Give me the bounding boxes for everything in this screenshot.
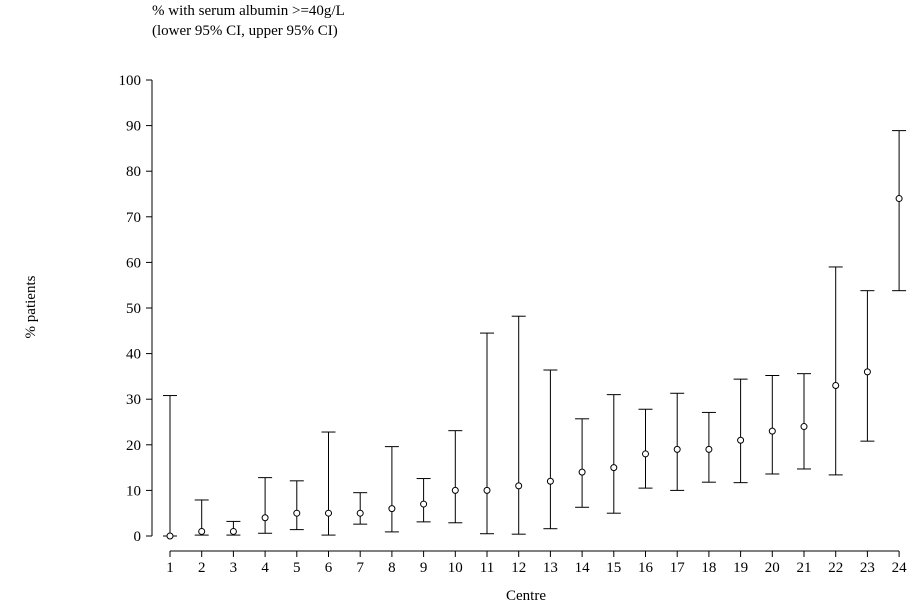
y-tick-label: 70 bbox=[126, 210, 141, 226]
x-tick-label: 13 bbox=[543, 560, 558, 576]
x-tick-label: 9 bbox=[420, 560, 428, 576]
chart-title: % with serum albumin >=40g/L bbox=[152, 3, 345, 19]
x-tick-label: 15 bbox=[606, 560, 621, 576]
data-point bbox=[293, 509, 301, 517]
data-marks bbox=[163, 130, 907, 540]
data-point bbox=[673, 445, 681, 453]
data-point bbox=[705, 445, 713, 453]
x-tick-label: 18 bbox=[701, 560, 716, 576]
data-point bbox=[229, 527, 237, 535]
data-point bbox=[832, 382, 840, 390]
data-point bbox=[737, 436, 745, 444]
data-point bbox=[356, 509, 364, 517]
x-tick-label: 21 bbox=[797, 560, 812, 576]
x-tick-label: 5 bbox=[293, 560, 301, 576]
data-point bbox=[863, 368, 871, 376]
data-point bbox=[388, 505, 396, 513]
x-tick-label: 3 bbox=[230, 560, 238, 576]
x-tick-label: 6 bbox=[325, 560, 333, 576]
y-tick-label: 100 bbox=[119, 73, 142, 89]
x-tick-label: 4 bbox=[261, 560, 269, 576]
x-tick-label: 19 bbox=[733, 560, 748, 576]
x-tick-label: 24 bbox=[892, 560, 907, 576]
y-tick-label: 60 bbox=[126, 255, 141, 271]
x-tick-label: 7 bbox=[356, 560, 364, 576]
x-tick-label: 17 bbox=[670, 560, 686, 576]
data-point bbox=[198, 527, 206, 535]
data-point bbox=[768, 427, 776, 435]
x-tick-label: 22 bbox=[828, 560, 843, 576]
x-tick-label: 8 bbox=[388, 560, 396, 576]
data-point bbox=[166, 532, 174, 540]
y-axis-label: % patients bbox=[23, 275, 39, 338]
y-tick-label: 10 bbox=[126, 483, 141, 499]
x-tick-label: 14 bbox=[575, 560, 591, 576]
x-tick-label: 10 bbox=[448, 560, 463, 576]
data-point bbox=[800, 423, 808, 431]
x-axis-label: Centre bbox=[506, 588, 546, 604]
x-tick-label: 1 bbox=[166, 560, 174, 576]
data-point bbox=[546, 477, 554, 485]
x-tick-label: 12 bbox=[511, 560, 526, 576]
x-tick-label: 2 bbox=[198, 560, 206, 576]
x-tick-label: 20 bbox=[765, 560, 780, 576]
data-point bbox=[642, 450, 649, 458]
data-point bbox=[261, 514, 269, 522]
data-point bbox=[578, 468, 586, 476]
data-point bbox=[895, 195, 903, 203]
y-tick-label: 20 bbox=[126, 438, 141, 454]
y-tick-label: 0 bbox=[134, 529, 142, 545]
data-point bbox=[483, 486, 491, 494]
chart-subtitle: (lower 95% CI, upper 95% CI) bbox=[152, 23, 338, 39]
x-tick-label: 16 bbox=[638, 560, 654, 576]
data-point bbox=[515, 482, 523, 490]
y-tick-label: 40 bbox=[126, 347, 141, 363]
x-tick-label: 23 bbox=[860, 560, 875, 576]
data-point bbox=[325, 509, 332, 517]
y-tick-label: 90 bbox=[126, 119, 141, 135]
data-point bbox=[451, 486, 459, 494]
x-tick-label: 11 bbox=[480, 560, 494, 576]
y-tick-label: 80 bbox=[126, 164, 141, 180]
data-point bbox=[420, 500, 428, 508]
y-tick-label: 30 bbox=[126, 392, 141, 408]
data-point bbox=[610, 464, 618, 472]
y-tick-label: 50 bbox=[126, 301, 141, 317]
